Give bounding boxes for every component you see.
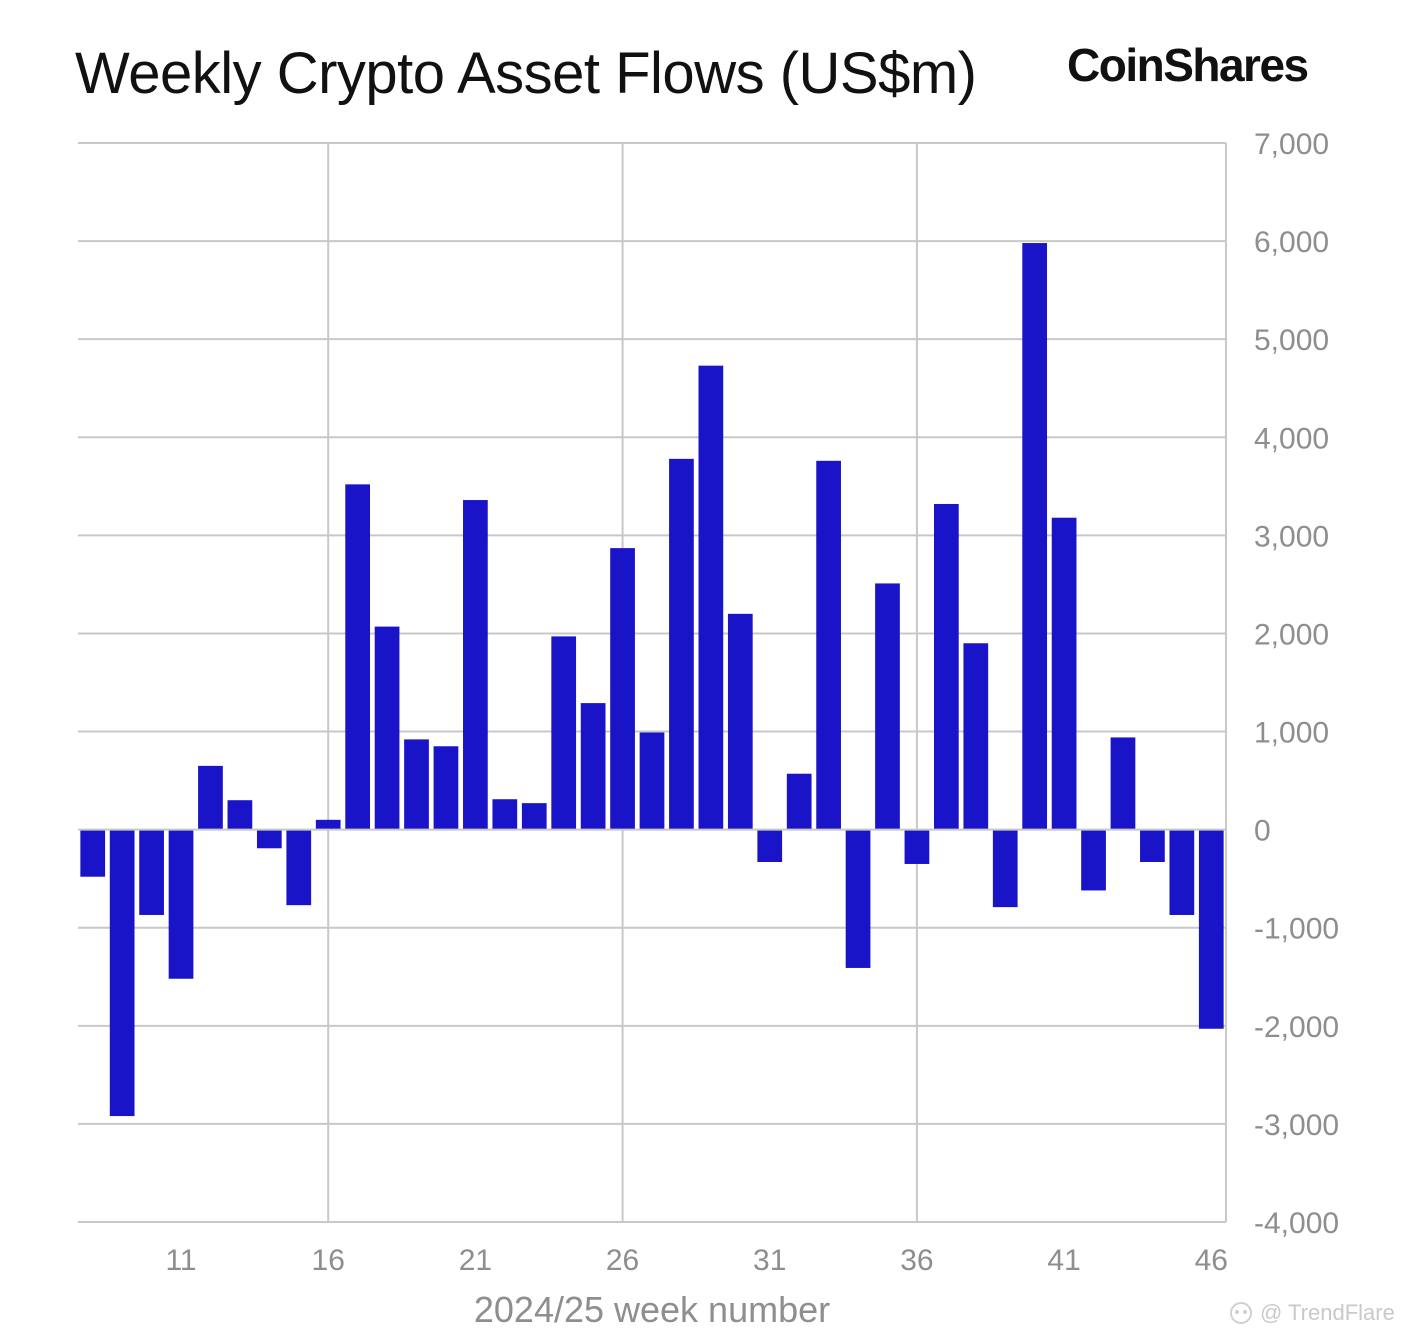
bar xyxy=(610,548,635,830)
bar xyxy=(963,643,989,830)
bar xyxy=(256,829,282,849)
bar xyxy=(816,460,841,830)
bar xyxy=(109,829,135,1117)
watermark-icon xyxy=(1230,1302,1252,1324)
bar xyxy=(463,500,488,830)
brand-logo: CoinShares xyxy=(1067,39,1309,91)
bar xyxy=(198,765,223,830)
y-tick-labels: 7,000 6,000 5,000 4,000 3,000 2,000 1,000 0 -1,0… xyxy=(1254,128,1339,1240)
x-tick-label: 16 xyxy=(312,1244,345,1277)
x-tick-label: 31 xyxy=(753,1244,786,1277)
x-tick-label: 36 xyxy=(900,1244,933,1277)
bar xyxy=(786,773,812,830)
bar xyxy=(639,732,665,830)
bar xyxy=(315,819,341,830)
bar xyxy=(845,829,871,968)
bars xyxy=(80,243,1224,1117)
bar xyxy=(521,803,547,830)
y-tick-label: 0 xyxy=(1254,815,1271,848)
x-tick-label: 11 xyxy=(165,1244,196,1277)
x-tick-label: 21 xyxy=(459,1244,492,1277)
y-tick-label: 7,000 xyxy=(1254,128,1329,161)
bar xyxy=(286,829,312,906)
bar xyxy=(433,746,459,830)
bar xyxy=(1110,737,1136,830)
y-tick-label: 1,000 xyxy=(1254,717,1329,750)
y-tick-label: 6,000 xyxy=(1254,226,1329,259)
bar xyxy=(1169,829,1195,915)
bar xyxy=(933,503,959,830)
bar xyxy=(139,829,164,915)
bar xyxy=(80,829,106,877)
bar xyxy=(757,829,783,863)
bar xyxy=(492,799,518,830)
watermark-text: @ TrendFlare xyxy=(1260,1300,1395,1325)
bar xyxy=(1051,517,1077,830)
bar xyxy=(669,458,694,830)
bar xyxy=(698,365,724,830)
bar xyxy=(551,636,577,830)
bar xyxy=(1198,829,1224,1029)
y-tick-label: 3,000 xyxy=(1254,520,1329,553)
y-tick-label: -1,000 xyxy=(1254,913,1339,946)
chart-title: Weekly Crypto Asset Flows (US$m) xyxy=(75,41,977,106)
x-axis-label: 2024/25 week number xyxy=(474,1289,830,1330)
bar xyxy=(1081,829,1106,891)
bar xyxy=(168,829,194,979)
y-tick-label: 4,000 xyxy=(1254,422,1329,455)
y-tick-label: 2,000 xyxy=(1254,618,1329,651)
bar xyxy=(727,613,753,830)
y-tick-label: -4,000 xyxy=(1254,1207,1339,1240)
bar xyxy=(227,800,253,830)
x-tick-label: 26 xyxy=(606,1244,639,1277)
bar xyxy=(904,829,930,864)
y-tick-label: 5,000 xyxy=(1254,324,1329,357)
x-tick-label: 46 xyxy=(1195,1244,1228,1277)
y-tick-label: -2,000 xyxy=(1254,1011,1339,1044)
y-tick-label: -3,000 xyxy=(1254,1109,1339,1142)
bar xyxy=(1022,243,1048,830)
x-tick-labels: 11 16 21 26 31 36 41 46 xyxy=(165,1244,1228,1277)
bar xyxy=(345,484,371,830)
watermark: @ TrendFlare xyxy=(1228,1300,1395,1326)
bar xyxy=(1140,829,1165,863)
x-tick-label: 41 xyxy=(1047,1244,1080,1277)
bar xyxy=(404,739,429,830)
bar xyxy=(992,829,1018,908)
bar xyxy=(875,583,900,830)
bar xyxy=(374,626,400,830)
bar xyxy=(580,703,606,830)
